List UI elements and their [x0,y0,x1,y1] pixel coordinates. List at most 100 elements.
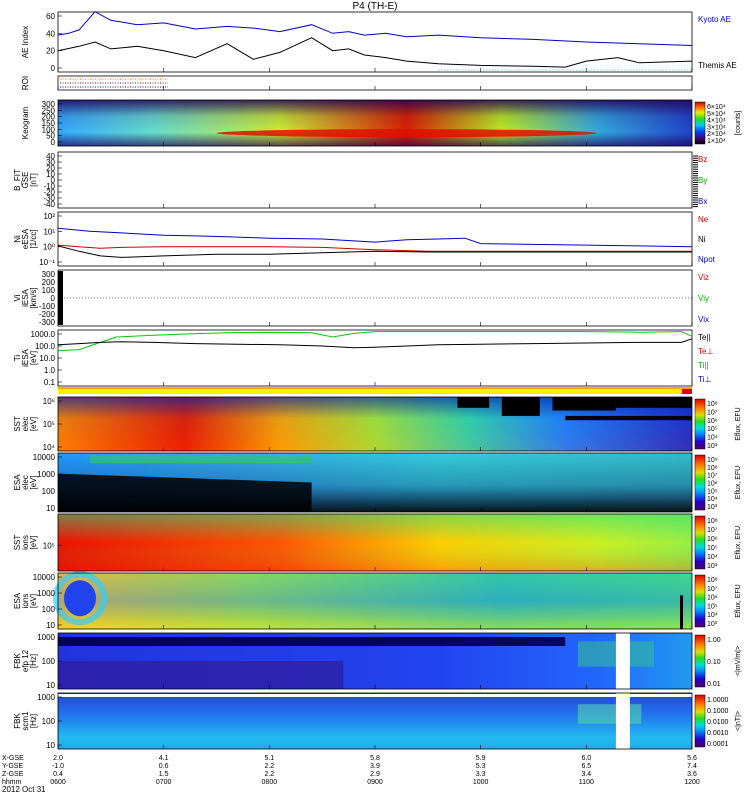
esa_e-ytick: 10 [46,504,55,513]
fbk_e-ylabel: FBK [13,653,22,669]
fbk_b-colorbar-tick: 0.0100 [707,719,729,726]
ti-legend-1: Te⊥ [698,347,713,356]
esa_i-colorbar [694,574,706,628]
fbk_e-ytick: 10 [46,681,55,690]
esa_e-ytick: 100 [42,487,56,496]
ni-ytick: 10⁰ [43,243,55,252]
keogram-colorbar-tick: 6×10⁴ [707,104,726,111]
fbk_b-ytick: 10 [46,741,55,750]
x-row-label: Z-GSE [2,771,24,778]
ni-series-ni [57,245,692,258]
bfit-legend-2: Bx [698,197,707,206]
esa-i-gap [680,595,683,629]
x-tick-xgse: 5.9 [476,755,486,762]
esa_e-colorbar-tick: 10⁵ [707,488,718,495]
sst_e-colorbar-tick: 10⁵ [707,426,718,433]
x-tick-zgse: 2.2 [264,771,274,778]
ae-ytick: 60 [46,12,55,21]
x-tick-hhmm: 0600 [50,779,66,786]
keogram-ytick: 150 [42,119,56,128]
mode-flag-bar-top [58,387,692,389]
sst_e-colorbar [694,398,706,450]
vi-ylabel: Vi [13,294,22,301]
sst_i-ylabel: [eV] [29,535,38,549]
ti-legend-3: Ti⊥ [698,375,711,384]
ni-ytick: 10¹ [43,227,55,236]
esa_e-colorbar-label: Eflux, EFU [735,466,742,499]
esa-i-shading [58,573,692,629]
ni-series-npot [57,227,693,248]
bfit-ylabel: [nT] [29,173,38,187]
fbk_b-colorbar-tick: 0.0010 [707,730,729,737]
ae-legend-0: Kyoto AE [698,15,731,24]
fbk_e-colorbar-tick: 1.00 [707,637,721,644]
keogram-shading [58,100,692,146]
esa-i-blue-blob [64,580,96,617]
esa-i-blob-halo [53,571,107,626]
x-tick-zgse: 3.6 [687,771,697,778]
fbk-e-dark-band [58,637,566,646]
esa_i-colorbar-tick: 10⁸ [707,577,718,584]
fbk_e-colorbar-label: <|mV/m|> [735,646,742,676]
sst-e-gap [565,415,692,421]
fbk_b-colorbar-tick: 0.1000 [707,708,729,715]
sst_i-colorbar-label: Eflux, EFU [735,526,742,559]
ae-ylabel: AE Index [21,26,30,58]
bfit-ytick: -40 [43,200,55,209]
fbk-b-top-stripe [58,694,692,697]
sst_e-ylabel: elec [21,417,30,432]
x-tick-zgse: 1.5 [159,771,169,778]
esa_i-colorbar-tick: 10⁴ [707,612,718,619]
sst_i-ytick: 10⁵ [43,541,55,550]
ae-ytick: 20 [46,47,55,56]
sst_e-colorbar-tick: 10⁸ [707,401,718,408]
x-tick-ygse: 2.2 [264,763,274,770]
sst_i-colorbar-tick: 10⁴ [707,554,718,561]
fbk_b-ylabel: scm1 [21,711,30,731]
x-row-label: hhmm [2,779,22,786]
x-tick-ygse: 6.5 [581,763,591,770]
mode-flag-bar [58,387,692,394]
bfit-ytick: -30 [43,194,55,203]
x-date: 2012 Oct 31 [2,785,46,794]
x-tick-ygse: 5.3 [476,763,486,770]
keogram-colorbar-tick: 3×10⁴ [707,124,726,131]
bfit-legend-1: By [698,176,707,185]
ti-legend-0: Te|| [698,333,711,342]
sst_i-colorbar-tick: 10⁵ [707,545,718,552]
sst_e-colorbar-tick: 10⁴ [707,435,718,442]
esa_e-colorbar-tick: 10⁸ [707,465,718,472]
ti-series-te- [57,338,693,349]
esa_i-colorbar-tick: 10⁶ [707,595,718,602]
bfit-panel-frame [57,151,693,209]
bfit-ytick: 10 [46,170,55,179]
ti-ytick: 0.1 [44,378,56,387]
ti-ytick: 1.0 [44,366,56,375]
ni-legend-2: Npot [698,255,716,264]
keogram-colorbar-tick: 4×10⁴ [707,118,726,125]
ae-legend-1: Themis AE [698,61,737,70]
ae-ytick: 40 [46,29,55,38]
bfit-ytick: -10 [43,182,55,191]
esa_i-ytick: 10 [46,621,55,630]
sst_i-colorbar-tick: 10⁶ [707,536,718,543]
ae-ytick: 0 [51,64,56,73]
vi-legend-2: Vix [698,315,709,324]
sst_e-ytick: 10⁴ [43,443,56,452]
esa-e-dark-region [58,473,312,512]
bfit-ylabel: B_FIT [13,169,22,191]
x-tick-xgse: 5.6 [687,755,697,762]
x-tick-ygse: 7.4 [687,763,697,770]
sst_e-colorbar-tick: 10⁶ [707,418,718,425]
fbk_e-colorbar-tick: 0.10 [707,659,721,666]
x-tick-xgse: 5.1 [264,755,274,762]
ti-ytick: 100.0 [35,342,56,351]
esa_i-ylabel: [eV] [29,594,38,608]
sst_i-ylabel: ions [21,535,30,550]
x-tick-ygse: -1.0 [52,763,64,770]
x-tick-hhmm: 1100 [579,779,594,786]
vi-ylabel: iESA [21,288,30,306]
x-row-label: X-GSE [2,755,24,762]
fbk_b-colorbar-tick: 0.0001 [707,741,729,748]
